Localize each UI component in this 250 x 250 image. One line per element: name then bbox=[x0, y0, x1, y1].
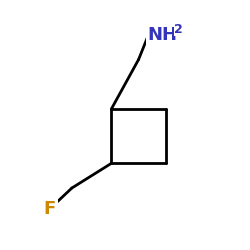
Text: NH: NH bbox=[147, 26, 177, 44]
Text: 2: 2 bbox=[174, 23, 183, 36]
Text: F: F bbox=[44, 200, 56, 218]
